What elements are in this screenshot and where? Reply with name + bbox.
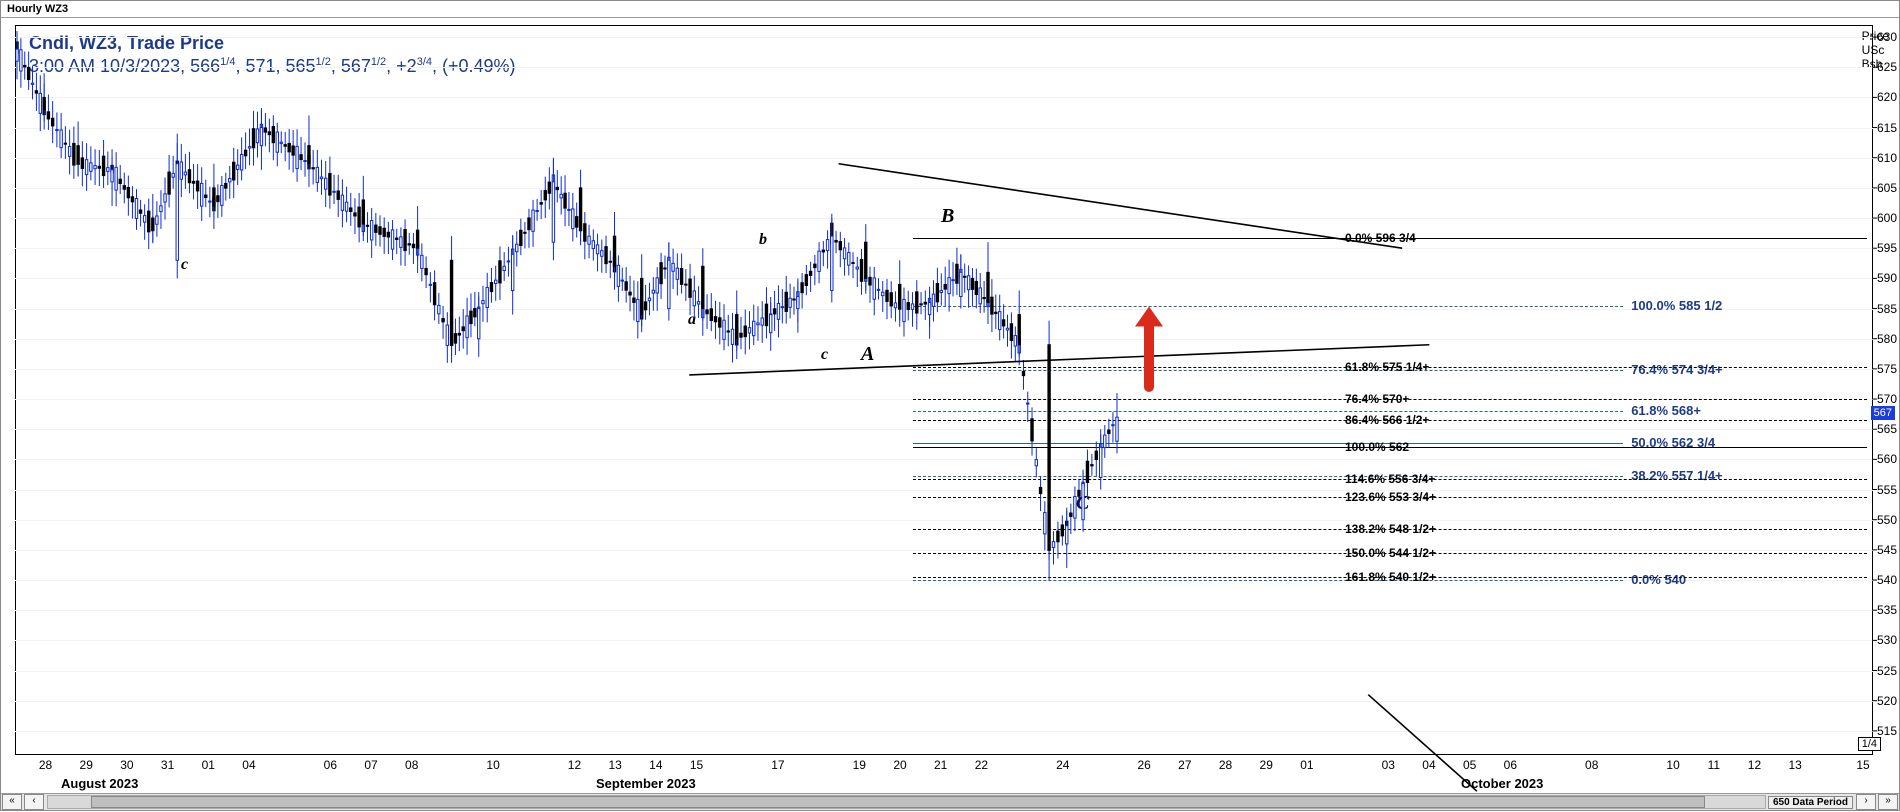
chart-window: Hourly WZ3 Cndl, WZ3, Trade Price 3:00 A…	[0, 0, 1900, 811]
y-tick: 605	[1877, 181, 1897, 195]
x-tick: 01	[202, 758, 215, 772]
ext-level: 138.2% 548 1/2+	[1345, 522, 1436, 536]
y-tick: 610	[1877, 151, 1897, 165]
fib-level: 38.2% 557 1/4+	[1631, 468, 1722, 483]
x-tick: 30	[120, 758, 133, 772]
y-tick: 550	[1877, 513, 1897, 527]
scroll-track[interactable]	[47, 795, 1766, 809]
x-tick: 24	[1056, 758, 1069, 772]
scroll-right-icon[interactable]: ›	[1856, 794, 1876, 810]
ext-level: 61.8% 575 1/4+	[1345, 360, 1429, 374]
x-tick: 10	[486, 758, 499, 772]
y-tick: 615	[1877, 121, 1897, 135]
month-label: September 2023	[596, 776, 696, 791]
wave-label: c	[181, 256, 188, 274]
x-tick: 05	[1463, 758, 1476, 772]
plot-area[interactable]	[15, 25, 1873, 755]
scroll-last-icon[interactable]: »	[1878, 794, 1898, 810]
x-tick: 07	[364, 758, 377, 772]
x-tick: 13	[1788, 758, 1801, 772]
y-tick: 515	[1877, 724, 1897, 738]
x-tick: 12	[1748, 758, 1761, 772]
x-tick: 14	[649, 758, 662, 772]
x-tick: 15	[1856, 758, 1869, 772]
x-tick: 06	[324, 758, 337, 772]
x-tick: 31	[161, 758, 174, 772]
x-tick: 21	[934, 758, 947, 772]
y-tick: 620	[1877, 90, 1897, 104]
month-label: October 2023	[1461, 776, 1543, 791]
y-tick: 575	[1877, 362, 1897, 376]
y-tick: 560	[1877, 452, 1897, 466]
x-tick: 01	[1300, 758, 1313, 772]
ext-level: 114.6% 556 3/4+	[1345, 472, 1435, 486]
scroll-thumb[interactable]	[91, 796, 1705, 808]
ext-level: 161.8% 540 1/2+	[1345, 570, 1436, 584]
x-tick: 29	[1260, 758, 1273, 772]
current-price-marker: 567	[1871, 406, 1895, 420]
y-tick: 525	[1877, 664, 1897, 678]
x-tick: 22	[975, 758, 988, 772]
x-tick: 29	[80, 758, 93, 772]
fraction-indicator: 1/4	[1858, 737, 1881, 751]
y-tick: 630	[1877, 30, 1897, 44]
y-tick: 600	[1877, 211, 1897, 225]
x-tick: 03	[1382, 758, 1395, 772]
month-label: August 2023	[61, 776, 138, 791]
wave-label: A	[861, 343, 874, 366]
x-tick: 28	[39, 758, 52, 772]
y-tick: 595	[1877, 241, 1897, 255]
scroll-first-icon[interactable]: «	[2, 794, 22, 810]
y-tick: 520	[1877, 694, 1897, 708]
y-tick: 570	[1877, 392, 1897, 406]
ext-level: 150.0% 544 1/2+	[1345, 546, 1436, 560]
y-tick: 565	[1877, 422, 1897, 436]
x-tick: 27	[1178, 758, 1191, 772]
y-tick: 590	[1877, 271, 1897, 285]
x-tick: 26	[1137, 758, 1150, 772]
ext-level: 76.4% 570+	[1345, 392, 1409, 406]
x-tick: 10	[1666, 758, 1679, 772]
fib-level: 0.0% 540	[1631, 572, 1686, 587]
x-tick: 12	[568, 758, 581, 772]
x-tick: 28	[1219, 758, 1232, 772]
y-tick: 555	[1877, 483, 1897, 497]
x-tick: 13	[608, 758, 621, 772]
ext-level: 86.4% 566 1/2+	[1345, 413, 1429, 427]
wave-label: C	[1076, 492, 1089, 515]
x-tick: 04	[242, 758, 255, 772]
y-tick: 625	[1877, 60, 1897, 74]
ext-level: 0.0% 596 3/4	[1345, 231, 1416, 245]
y-tick: 535	[1877, 603, 1897, 617]
x-tick: 08	[405, 758, 418, 772]
y-tick: 585	[1877, 302, 1897, 316]
bottom-scrollbar: « ‹ 650 Data Period › »	[1, 793, 1899, 810]
wave-label: B	[941, 205, 954, 228]
scroll-left-icon[interactable]: ‹	[24, 794, 44, 810]
y-tick: 545	[1877, 543, 1897, 557]
wave-label: c	[821, 346, 828, 364]
chart-title: Hourly WZ3	[1, 1, 1899, 18]
y-tick: 580	[1877, 332, 1897, 346]
x-tick: 19	[853, 758, 866, 772]
data-period-label: 650 Data Period	[1768, 796, 1853, 809]
fib-level: 61.8% 568+	[1631, 403, 1701, 418]
x-tick: 06	[1504, 758, 1517, 772]
x-tick: 08	[1585, 758, 1598, 772]
x-tick: 20	[893, 758, 906, 772]
x-tick: 04	[1422, 758, 1435, 772]
x-tick: 11	[1708, 758, 1720, 772]
y-tick: 540	[1877, 573, 1897, 587]
fib-level: 76.4% 574 3/4+	[1631, 362, 1722, 377]
ext-level: 123.6% 553 3/4+	[1345, 490, 1436, 504]
x-tick: 17	[771, 758, 784, 772]
x-tick: 15	[690, 758, 703, 772]
fib-level: 100.0% 585 1/2	[1631, 298, 1722, 313]
wave-label: a	[688, 311, 696, 329]
ext-level: 100.0% 562	[1345, 440, 1409, 454]
wave-label: b	[759, 231, 767, 249]
y-tick: 530	[1877, 633, 1897, 647]
